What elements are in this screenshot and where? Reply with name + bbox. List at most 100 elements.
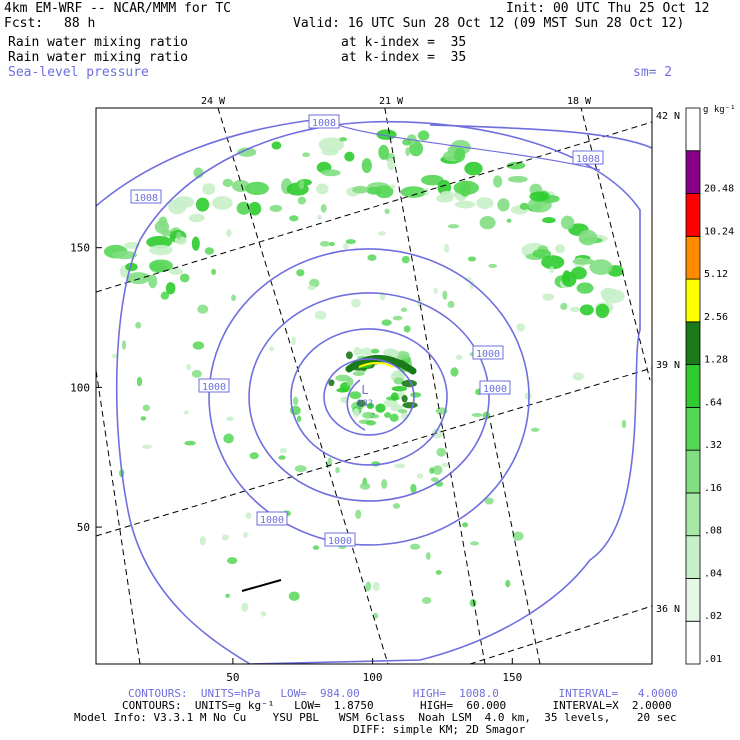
isobar: [329, 121, 601, 171]
colorbar-cell: [685, 107, 701, 152]
colorbar-label: .04: [704, 568, 722, 579]
rain-cell: [476, 197, 494, 209]
rain-cell: [372, 581, 380, 592]
rain-cell: [542, 217, 556, 224]
lat-lon-grid: [96, 108, 652, 664]
track-segment: [241, 579, 282, 592]
rain-cell: [335, 466, 340, 474]
rain-cell: [140, 416, 147, 421]
footer-contours-rain: CONTOURS: UNITS=g kg⁻¹ LOW= 1.8750 HIGH=…: [122, 699, 672, 712]
rain-cell: [345, 351, 353, 360]
model-title: 4km EM-WRF -- NCAR/MMM for TC: [4, 1, 231, 16]
contour-label-box: [308, 114, 340, 129]
colorbar-cell: [685, 535, 701, 579]
rain-cell: [321, 169, 341, 177]
rain-cell: [371, 348, 380, 354]
rain-cell: [589, 259, 613, 275]
rain-cell: [223, 433, 234, 444]
rain-cell: [288, 591, 300, 601]
rain-cell: [125, 262, 138, 272]
colorbar-label: 5.12: [704, 269, 728, 280]
rain-cell: [312, 545, 320, 550]
rain-cell: [191, 369, 202, 378]
rain-cell: [221, 534, 230, 541]
rain-cell: [512, 531, 524, 541]
rain-cell: [307, 285, 316, 291]
rain-cell: [435, 570, 442, 575]
rain-cell: [431, 428, 443, 439]
rain-cell: [245, 512, 252, 520]
contour-label: 1008: [572, 150, 604, 165]
rain-cell: [454, 200, 476, 209]
rain-cell: [293, 396, 299, 406]
rain-cell: [402, 138, 412, 146]
rain-cell: [506, 161, 526, 170]
rain-cell: [402, 401, 418, 409]
rain-cell: [562, 270, 571, 284]
eyewall-max: [358, 361, 394, 368]
isobar: [248, 292, 490, 502]
colorbar-units: g kg⁻¹: [703, 105, 736, 115]
rain-cell: [506, 218, 512, 223]
rain-cell: [507, 175, 528, 183]
rain-cell: [541, 255, 565, 270]
longitude-line: [96, 366, 141, 664]
longitude-label: 21 W: [379, 96, 404, 107]
isobar: [290, 328, 448, 466]
rain-cell: [231, 294, 236, 302]
isobar: [115, 120, 641, 664]
rain-cell: [237, 147, 257, 157]
rain-cell: [429, 467, 435, 474]
rain-cell: [410, 392, 422, 398]
y-tick-label: 50: [77, 521, 90, 534]
rain-cell: [302, 152, 310, 158]
colorbar-cell: [685, 449, 701, 494]
rain-cell: [405, 147, 410, 157]
rain-cell: [320, 204, 327, 213]
contour-label: 1000: [479, 380, 511, 395]
rain-cell: [420, 174, 444, 186]
rain-cell: [387, 158, 396, 171]
rain-cell: [595, 303, 610, 319]
rain-cell: [124, 242, 140, 249]
forecast-label: Fcst:: [4, 16, 44, 31]
rain-cell: [549, 266, 555, 274]
longitude-label: 24 W: [201, 96, 226, 107]
rain-cell: [524, 392, 532, 400]
rain-cell: [381, 319, 392, 326]
rain-cell: [349, 391, 362, 400]
rain-cell: [377, 231, 386, 236]
rain-cell: [361, 158, 372, 174]
colorbar-cell: [685, 406, 701, 451]
latitude-label: 42 N: [656, 111, 680, 122]
rain-cell: [389, 184, 396, 189]
low-center-symbol: L: [361, 383, 368, 397]
rain-cell: [186, 364, 192, 371]
rain-cell: [146, 235, 173, 249]
rain-cell: [352, 371, 365, 376]
rain-cell: [433, 287, 438, 294]
colorbar-cell: [685, 235, 701, 280]
rain-cell: [560, 215, 575, 230]
colorbar-label: 1.28: [704, 355, 728, 366]
x-tick-label: 150: [502, 671, 522, 684]
rain-cell: [160, 291, 170, 300]
contour-label-text: 1008: [312, 118, 336, 129]
isobar: [429, 124, 652, 149]
footer-diffusion: DIFF: simple KM; 2D Smagor: [353, 723, 526, 736]
rain-cell: [469, 599, 477, 608]
latitude-line: [469, 605, 652, 664]
field-1-name: Rain water mixing ratio: [8, 35, 189, 50]
colorbar-cell: [685, 578, 701, 622]
rain-cell: [497, 198, 510, 212]
rain-cell: [286, 182, 309, 196]
rain-cell: [447, 224, 460, 229]
isobar: [208, 248, 530, 546]
rain-cell: [226, 416, 234, 422]
contour-label-box: [198, 378, 230, 393]
colorbar-label: .32: [704, 440, 722, 451]
rain-cell: [430, 477, 439, 483]
colorbar-cell: [685, 620, 701, 665]
rain-cell: [191, 236, 200, 251]
rain-cell: [453, 180, 480, 195]
